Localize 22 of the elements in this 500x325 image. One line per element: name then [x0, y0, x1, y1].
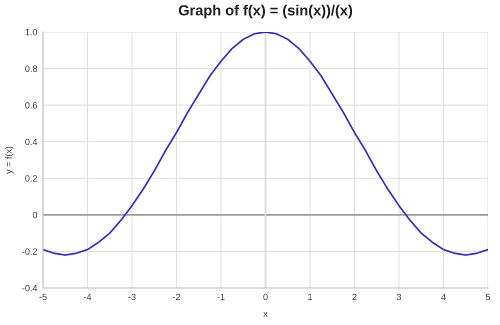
- x-tick-label: -3: [128, 294, 136, 300]
- y-tick-label: 0.8: [25, 66, 38, 72]
- chart-title: Graph of f(x) = (sin(x))/(x): [178, 4, 352, 18]
- x-tick-label: -5: [39, 294, 47, 300]
- x-tick-label: 5: [486, 294, 490, 300]
- x-tick-label: 2: [352, 294, 357, 300]
- x-tick-label: -2: [172, 294, 180, 300]
- y-tick-label: 0.6: [25, 102, 38, 109]
- y-tick-label: 0: [32, 212, 38, 218]
- y-tick-label: 0.2: [25, 175, 37, 182]
- x-tick-label: -4: [84, 294, 92, 300]
- y-tick-label: -0.2: [22, 248, 37, 255]
- y-tick-label: -0.4: [22, 284, 38, 292]
- x-tick-label: 3: [396, 294, 402, 300]
- x-tick-label: 1: [308, 294, 312, 300]
- y-axis-title: y = f(x): [5, 146, 14, 174]
- x-tick-label: -1: [217, 294, 225, 300]
- x-tick-label: 0: [263, 294, 268, 300]
- y-tick-label: 0.4: [25, 138, 38, 146]
- x-tick-label: 4: [441, 294, 446, 300]
- y-tick-label: 1.0: [26, 28, 38, 36]
- x-axis-title: x: [263, 312, 268, 317]
